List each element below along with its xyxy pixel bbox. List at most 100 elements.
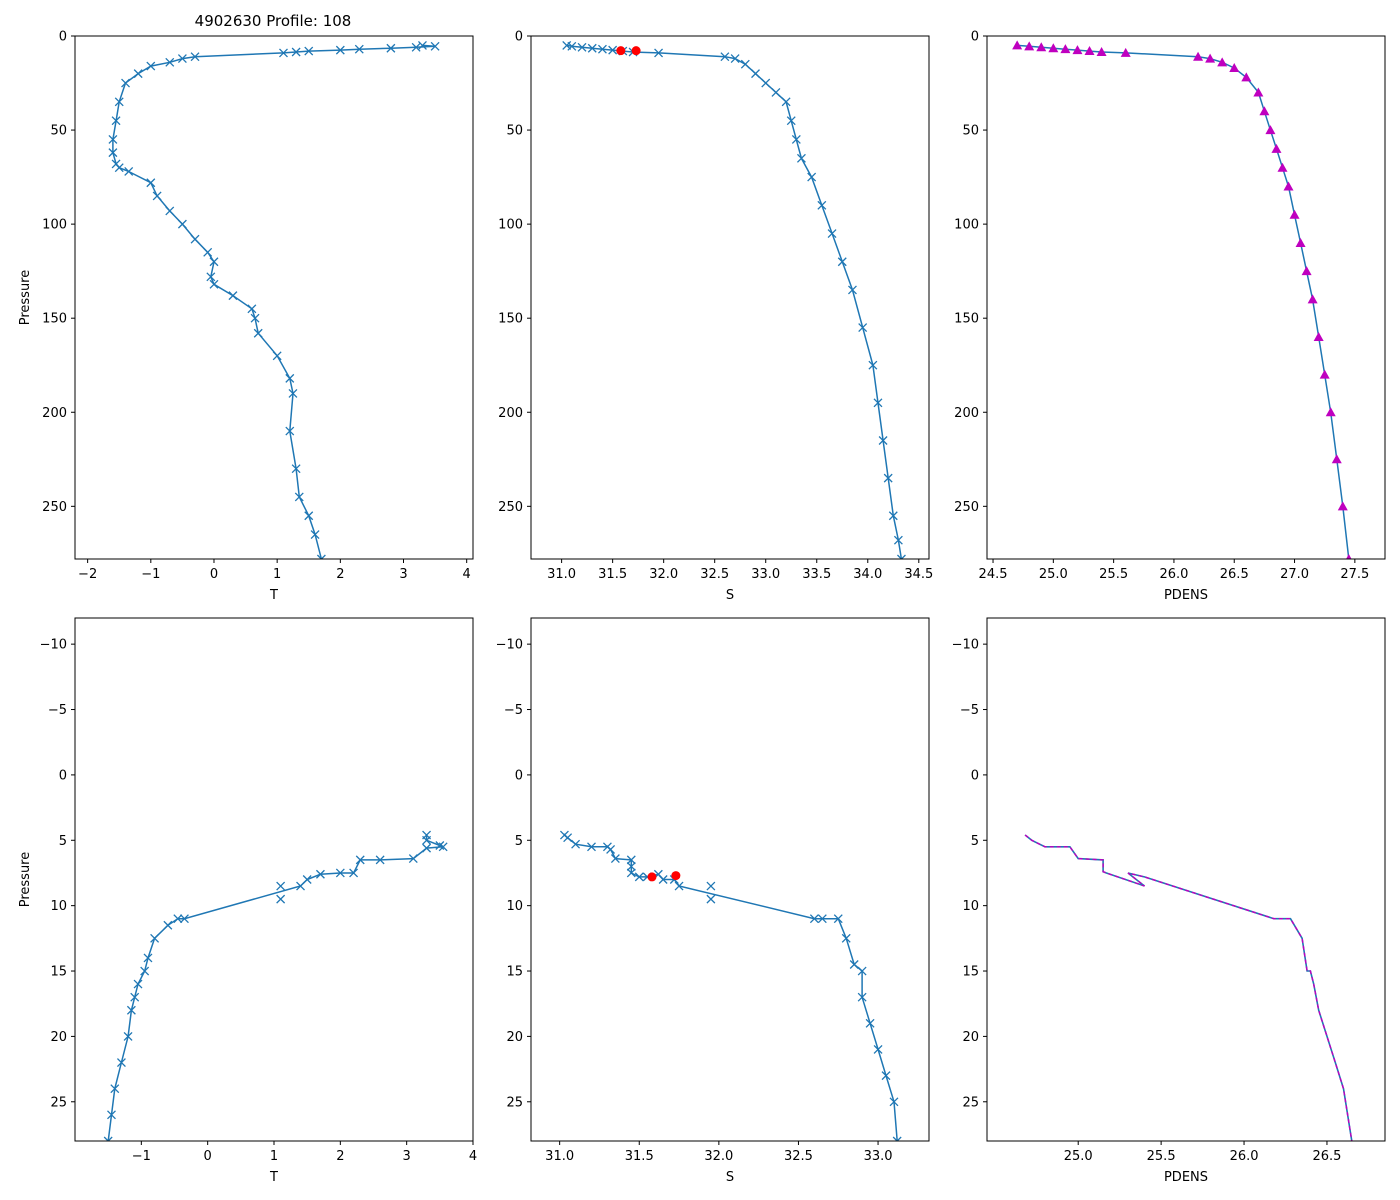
- data-point-s-zoom-s-19-stroke-b: [841, 933, 851, 943]
- y-tick-label-t-zoom-0: −10: [40, 638, 67, 653]
- y-tick-label-pdens-zoom-5: 15: [962, 965, 979, 980]
- x-axis-label-s-full: S: [726, 588, 734, 603]
- data-point-s-zoom-s-13: [658, 875, 668, 884]
- y-tick-label-t-zoom-1: −5: [48, 703, 67, 718]
- y-axis-label-t-full: Pressure: [18, 270, 33, 326]
- x-tick-label-pdens-full-5: 27.0: [1280, 567, 1309, 582]
- data-point-t-full-t-4-stroke-b: [354, 44, 364, 54]
- data-point-t-zoom-t-unlinked-0: [276, 881, 286, 891]
- data-point-s-full-s-27: [878, 436, 888, 445]
- y-tick-label-t-full-0: 0: [59, 30, 67, 45]
- data-point-t-full-t-34-stroke-b: [253, 328, 263, 338]
- data-point-t-full-t-8-stroke-b: [279, 48, 288, 58]
- data-point-t-full-t-43: [316, 554, 326, 559]
- data-point-t-full-t-6: [304, 46, 314, 56]
- x-tick-label-pdens-full-4: 26.5: [1220, 567, 1249, 582]
- x-axis-label-s-zoom: S: [726, 1170, 734, 1185]
- data-point-t-zoom-t-2-stroke-b: [435, 841, 445, 850]
- data-point-s-zoom-s-7: [626, 855, 636, 865]
- y-tick-label-pdens-full-2: 100: [954, 218, 979, 233]
- data-point-t-full-t-22: [146, 178, 156, 188]
- data-point-t-full-t-39: [291, 464, 301, 474]
- data-point-s-zoom-s-22-stroke-b: [857, 992, 867, 1002]
- data-point-t-full-t-23-stroke-b: [152, 191, 162, 201]
- data-point-s-full-s-1-stroke-b: [567, 41, 577, 51]
- data-point-t-full-t-25: [177, 219, 187, 229]
- data-point-t-zoom-t-unlinked-0-stroke-b: [276, 881, 286, 891]
- data-point-s-full-s-16-stroke-b: [786, 116, 796, 126]
- data-point-s-zoom-s-8: [626, 861, 636, 871]
- data-point-t-zoom-t-12: [296, 881, 305, 891]
- data-point-s-zoom-s-20-stroke-b: [849, 960, 859, 969]
- data-point-t-zoom-t-1: [422, 835, 432, 845]
- data-point-t-zoom-t-unlinked-1-stroke-b: [276, 894, 286, 904]
- data-point-pdens-full-pdens-12: [1229, 62, 1240, 72]
- data-point-s-full-s-25: [868, 360, 878, 370]
- data-point-t-zoom-t-18: [140, 966, 150, 976]
- data-point-t-full-t-38: [285, 426, 295, 436]
- x-tick-label-pdens-full-0: 24.5: [979, 567, 1008, 582]
- y-tick-label-pdens-full-0: 0: [971, 30, 979, 45]
- data-point-pdens-full-pdens-17: [1271, 143, 1282, 153]
- data-point-s-full-s-29-stroke-b: [888, 511, 898, 521]
- data-point-t-full-t-35-stroke-b: [272, 351, 282, 361]
- x-tick-label-s-full-0: 31.0: [547, 567, 576, 582]
- data-point-s-zoom-s-8-stroke-b: [626, 861, 636, 871]
- x-tick-label-s-zoom-0: 31.0: [545, 1149, 574, 1164]
- x-tick-label-s-zoom-4: 33.0: [864, 1149, 893, 1164]
- y-tick-label-s-full-4: 200: [498, 406, 523, 421]
- data-point-t-zoom-t-23: [116, 1058, 126, 1068]
- data-point-s-full-s-30-stroke-b: [893, 535, 903, 545]
- x-tick-label-t-zoom-0: −1: [132, 1149, 151, 1164]
- data-point-t-full-t-2-stroke-b: [411, 42, 421, 52]
- data-point-pdens-full-pdens-16: [1265, 125, 1276, 135]
- axes-frame-t-full: [74, 35, 474, 560]
- data-point-t-zoom-t-4-stroke-b: [422, 843, 432, 853]
- data-point-t-zoom-t-19: [133, 979, 143, 989]
- data-point-s-zoom-s-13-stroke-b: [658, 875, 668, 884]
- data-point-pdens-full-pdens-14: [1253, 87, 1264, 97]
- data-point-t-full-t-30-stroke-b: [209, 279, 219, 289]
- x-tick-label-pdens-zoom-0: 25.0: [1064, 1149, 1093, 1164]
- data-point-t-full-t-11-stroke-b: [165, 57, 175, 67]
- data-point-t-zoom-t-23-stroke-b: [116, 1058, 126, 1068]
- data-point-t-full-t-11: [165, 57, 175, 67]
- y-tick-label-s-zoom-4: 10: [506, 899, 523, 914]
- data-point-t-full-t-15-stroke-b: [114, 97, 124, 107]
- data-point-t-full-t-13: [133, 69, 143, 79]
- data-point-t-zoom-t-7: [355, 855, 365, 865]
- data-point-t-full-t-7-stroke-b: [291, 47, 301, 57]
- data-point-s-zoom-s-9-stroke-b: [626, 868, 636, 878]
- data-point-t-full-t-13-stroke-b: [133, 69, 143, 79]
- x-tick-label-s-full-6: 34.0: [853, 567, 882, 582]
- data-point-s-zoom-s-18-stroke-b: [833, 914, 843, 924]
- y-tick-label-s-zoom-3: 5: [515, 834, 523, 849]
- data-point-t-full-t-35: [272, 351, 282, 361]
- x-axis-label-pdens-full: PDENS: [1164, 588, 1208, 603]
- data-point-s-full-s-20: [817, 200, 827, 210]
- data-point-t-full-t-31: [228, 291, 238, 301]
- data-point-t-zoom-t-22: [123, 1031, 133, 1041]
- chart-pdens-full: 24.5 25.0 25.5 26.0 26.5 27.0 27.5 0 50 100 150 200…: [954, 30, 1386, 603]
- data-point-s-full-s-19: [807, 172, 817, 182]
- plot-area-pdens-zoom: [1024, 834, 1353, 1141]
- figure-title: 4902630 Profile: 108: [195, 12, 352, 30]
- data-point-t-zoom-t-3-stroke-b: [438, 842, 448, 852]
- data-point-t-zoom-t-13-stroke-b: [179, 914, 189, 924]
- data-point-s-zoom-s-15-stroke-b: [674, 881, 684, 891]
- data-point-t-full-t-38-stroke-b: [285, 426, 295, 436]
- axes-frame-s-full: [530, 35, 930, 560]
- data-point-t-full-t-3: [386, 43, 396, 53]
- data-point-t-zoom-t-5: [408, 854, 418, 864]
- data-point-t-zoom-t-21: [126, 1005, 136, 1015]
- data-point-pdens-full-pdens-4: [1060, 44, 1071, 54]
- data-point-t-full-t-21-stroke-b: [124, 166, 134, 176]
- chart-t-full: −2 −1 0 1 2 3 4 0 50 100 150 200 250 T Pressure: [18, 30, 474, 603]
- x-tick-label-s-full-5: 33.5: [802, 567, 831, 582]
- data-point-s-zoom-s-23: [865, 1018, 875, 1028]
- data-point-pdens-full-pdens-29: [1346, 554, 1352, 559]
- data-point-pdens-full-pdens-27: [1331, 454, 1342, 464]
- x-tick-label-pdens-zoom-3: 26.5: [1312, 1149, 1341, 1164]
